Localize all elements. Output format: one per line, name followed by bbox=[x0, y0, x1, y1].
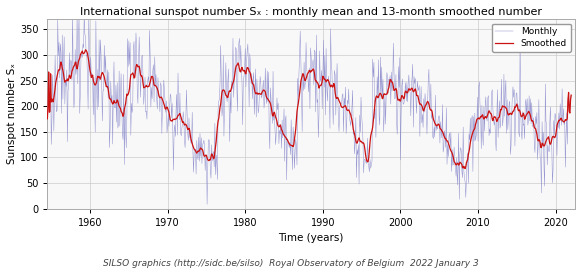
Monthly bbox=[69, 12, 76, 16]
Text: SILSO graphics (http://sidc.be/silso)  Royal Observatory of Belgium  2022 Januar: SILSO graphics (http://sidc.be/silso) Ro… bbox=[103, 259, 479, 268]
Y-axis label: Sunspot number Sₓ: Sunspot number Sₓ bbox=[7, 63, 17, 164]
Line: Monthly: Monthly bbox=[47, 14, 571, 204]
Monthly bbox=[391, 68, 398, 71]
X-axis label: Time (years): Time (years) bbox=[279, 233, 344, 243]
Line: Smoothed: Smoothed bbox=[47, 50, 571, 169]
Monthly bbox=[44, 117, 51, 121]
Monthly bbox=[162, 100, 169, 103]
Smoothed bbox=[567, 94, 574, 97]
Monthly bbox=[66, 51, 73, 54]
Monthly bbox=[105, 70, 112, 73]
Smoothed bbox=[44, 117, 51, 121]
Smoothed bbox=[82, 48, 89, 51]
Monthly bbox=[204, 203, 211, 206]
Smoothed bbox=[390, 85, 397, 89]
Title: International sunspot number Sₓ : monthly mean and 13-month smoothed number: International sunspot number Sₓ : monthl… bbox=[80, 7, 542, 17]
Monthly bbox=[567, 94, 574, 97]
Smoothed bbox=[162, 107, 169, 110]
Smoothed bbox=[66, 74, 73, 77]
Smoothed bbox=[394, 95, 401, 98]
Smoothed bbox=[462, 167, 469, 170]
Smoothed bbox=[328, 84, 335, 87]
Monthly bbox=[328, 69, 335, 72]
Legend: Monthly, Smoothed: Monthly, Smoothed bbox=[492, 24, 570, 52]
Smoothed bbox=[105, 93, 112, 96]
Monthly bbox=[395, 106, 402, 109]
